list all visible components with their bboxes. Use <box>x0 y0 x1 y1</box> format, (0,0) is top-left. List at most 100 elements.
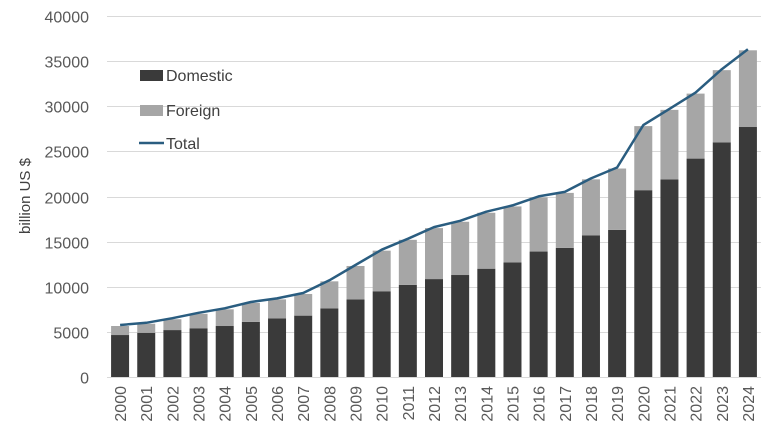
bar-foreign-2007 <box>294 293 313 316</box>
bar-foreign-2021 <box>660 109 679 180</box>
x-tick-label: 2021 <box>662 386 679 422</box>
legend-swatch-foreign <box>140 105 163 116</box>
y-axis-title: billion US $ <box>17 157 34 234</box>
bar-foreign-2001 <box>137 323 156 333</box>
x-tick-label: 2008 <box>322 386 339 422</box>
bar-foreign-2022 <box>686 93 705 159</box>
bar-foreign-2023 <box>712 70 731 143</box>
bar-foreign-2009 <box>346 265 365 300</box>
bar-foreign-2019 <box>608 168 627 230</box>
x-tick-label: 2015 <box>505 386 522 422</box>
total-line <box>119 48 749 327</box>
x-tick-label: 2010 <box>375 386 392 422</box>
bar-domestic-2001 <box>137 332 156 377</box>
bar-foreign-2018 <box>581 179 600 236</box>
legend: Domestic Foreign Total <box>139 68 233 153</box>
y-tick-label: 5000 <box>53 326 89 343</box>
bar-foreign-2004 <box>215 309 234 327</box>
x-tick-label: 2006 <box>270 386 287 422</box>
legend-item-total: Total <box>139 136 200 153</box>
x-tick-label: 2011 <box>401 386 418 421</box>
bar-domestic-2003 <box>189 328 208 377</box>
bar-domestic-2014 <box>477 268 496 377</box>
bar-domestic-2013 <box>451 275 470 377</box>
y-tick-label: 35000 <box>45 55 90 72</box>
bar-domestic-2021 <box>660 179 679 377</box>
bar-domestic-2015 <box>503 262 522 377</box>
bars <box>111 50 757 377</box>
total-line-group <box>119 48 749 327</box>
x-tick-label: 2020 <box>636 386 653 422</box>
bar-domestic-2008 <box>320 308 339 377</box>
legend-item-domestic: Domestic <box>140 68 233 85</box>
y-tick-label: 0 <box>80 371 89 388</box>
bar-foreign-2002 <box>163 319 182 331</box>
legend-label-domestic: Domestic <box>166 68 233 85</box>
bar-foreign-2013 <box>451 221 470 276</box>
bar-domestic-2018 <box>581 235 600 377</box>
legend-label-foreign: Foreign <box>166 103 220 120</box>
bar-domestic-2019 <box>608 229 627 377</box>
x-tick-label: 2004 <box>218 386 235 422</box>
legend-swatch-domestic <box>140 70 163 81</box>
bar-foreign-2011 <box>398 239 417 285</box>
bar-foreign-2005 <box>241 302 260 322</box>
bar-domestic-2011 <box>398 284 417 377</box>
x-tick-label: 2009 <box>349 386 366 422</box>
bar-foreign-2016 <box>529 197 548 252</box>
bar-domestic-2024 <box>738 127 757 377</box>
bar-domestic-2006 <box>268 318 287 377</box>
legend-item-foreign: Foreign <box>140 103 220 120</box>
x-tick-label: 2014 <box>479 386 496 422</box>
bar-domestic-2009 <box>346 299 365 377</box>
legend-label-total: Total <box>166 136 200 153</box>
bar-foreign-2017 <box>555 192 574 248</box>
bar-domestic-2002 <box>163 330 182 377</box>
x-tick-label: 2002 <box>165 386 182 422</box>
bar-foreign-2020 <box>634 126 653 191</box>
y-tick-label: 15000 <box>45 236 90 253</box>
y-tick-label: 40000 <box>45 10 90 27</box>
x-tick-label: 2013 <box>453 386 470 422</box>
bar-domestic-2016 <box>529 251 548 377</box>
x-tick-label: 2016 <box>532 386 549 422</box>
y-tick-label: 30000 <box>45 100 90 117</box>
y-tick-labels: 0 5000 10000 15000 20000 25000 30000 35000 40000 <box>45 10 90 388</box>
x-tick-label: 2023 <box>715 386 732 422</box>
x-tick-label: 2005 <box>244 386 261 422</box>
x-tick-label: 2022 <box>689 386 706 422</box>
bar-foreign-2010 <box>372 250 391 292</box>
bar-domestic-2017 <box>555 247 574 377</box>
y-tick-label: 20000 <box>45 191 90 208</box>
bar-foreign-2012 <box>425 228 443 280</box>
x-tick-label: 2001 <box>139 386 156 422</box>
x-tick-label: 2019 <box>610 386 627 422</box>
x-tick-label: 2003 <box>192 386 209 422</box>
x-tick-label: 2018 <box>584 386 601 422</box>
y-tick-label: 25000 <box>45 145 90 162</box>
bar-domestic-2010 <box>372 291 391 377</box>
bar-foreign-2008 <box>320 281 339 309</box>
x-tick-label: 2007 <box>296 386 313 422</box>
bar-foreign-2000 <box>111 326 130 336</box>
bar-domestic-2022 <box>686 158 705 377</box>
bar-foreign-2006 <box>268 299 287 319</box>
bar-foreign-2014 <box>477 212 496 269</box>
bar-domestic-2000 <box>111 335 130 377</box>
x-tick-label: 2017 <box>558 386 575 422</box>
x-tick-label: 2024 <box>741 386 758 422</box>
x-tick-label: 2000 <box>113 386 130 422</box>
bar-foreign-2003 <box>189 313 208 329</box>
bar-foreign-2024 <box>738 50 757 128</box>
bar-domestic-2012 <box>425 279 443 377</box>
bar-domestic-2007 <box>294 315 313 377</box>
bar-domestic-2020 <box>634 190 653 377</box>
x-tick-label: 2012 <box>427 386 444 422</box>
bar-domestic-2005 <box>241 321 260 377</box>
x-tick-labels: 2000 2001 2002 2003 2004 2005 2006 2007 2008 2009… <box>113 386 758 422</box>
bar-domestic-2023 <box>712 142 731 377</box>
bar-domestic-2004 <box>215 326 234 377</box>
bar-foreign-2015 <box>503 206 522 263</box>
y-tick-label: 10000 <box>45 281 90 298</box>
